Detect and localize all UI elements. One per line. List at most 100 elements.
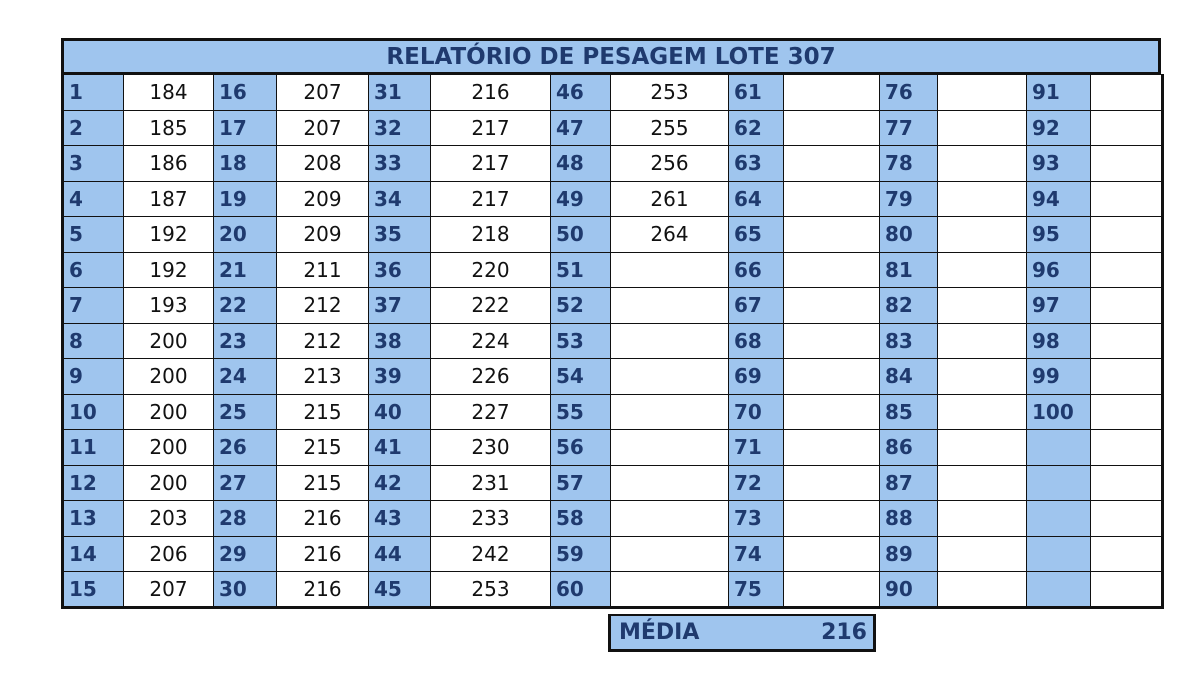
- weight-cell: [610, 500, 729, 537]
- weight-cell: 220: [430, 251, 551, 288]
- animal-id-cell: 94: [1026, 180, 1091, 217]
- weight-cell: 261: [610, 180, 729, 217]
- table-row: 1 184 16 207 31 216 46 253 61 76 91: [61, 74, 1164, 111]
- weight-cell: [783, 535, 880, 572]
- weight-cell: [783, 216, 880, 253]
- animal-id-cell: 13: [61, 500, 124, 537]
- weight-cell: [1090, 145, 1164, 182]
- animal-id-cell: [1026, 535, 1091, 572]
- weight-cell: [1090, 464, 1164, 501]
- animal-id-cell: 43: [368, 500, 431, 537]
- animal-id-cell: 73: [728, 500, 784, 537]
- weight-cell: [610, 535, 729, 572]
- weight-cell: [610, 393, 729, 430]
- animal-id-cell: 17: [213, 109, 277, 146]
- table-row: 4 187 19 209 34 217 49 261 64 79 94: [61, 180, 1164, 217]
- weight-cell: 207: [123, 571, 214, 609]
- average-box: MÉDIA 216: [608, 614, 876, 652]
- weight-cell: [783, 109, 880, 146]
- animal-id-cell: 62: [728, 109, 784, 146]
- weight-cell: 200: [123, 322, 214, 359]
- animal-id-cell: 92: [1026, 109, 1091, 146]
- animal-id-cell: 38: [368, 322, 431, 359]
- animal-id-cell: 86: [879, 429, 938, 466]
- animal-id-cell: 4: [61, 180, 124, 217]
- animal-id-cell: 55: [550, 393, 611, 430]
- animal-id-cell: [1026, 500, 1091, 537]
- weighing-report: RELATÓRIO DE PESAGEM LOTE 307 1 184 16 207 3…: [61, 38, 1164, 609]
- report-title: RELATÓRIO DE PESAGEM LOTE 307: [61, 38, 1161, 74]
- animal-id-cell: [1026, 464, 1091, 501]
- weight-cell: 212: [276, 322, 369, 359]
- animal-id-cell: 39: [368, 358, 431, 395]
- weight-cell: [937, 322, 1027, 359]
- weight-cell: 193: [123, 287, 214, 324]
- animal-id-cell: [1026, 571, 1091, 609]
- weight-cell: [1090, 429, 1164, 466]
- weight-cell: 192: [123, 216, 214, 253]
- animal-id-cell: 56: [550, 429, 611, 466]
- weight-cell: [783, 464, 880, 501]
- weight-cell: 192: [123, 251, 214, 288]
- weight-cell: [610, 429, 729, 466]
- animal-id-cell: 96: [1026, 251, 1091, 288]
- animal-id-cell: 34: [368, 180, 431, 217]
- animal-id-cell: 14: [61, 535, 124, 572]
- animal-id-cell: 54: [550, 358, 611, 395]
- animal-id-cell: 29: [213, 535, 277, 572]
- weight-cell: 253: [610, 74, 729, 111]
- animal-id-cell: 80: [879, 216, 938, 253]
- animal-id-cell: 79: [879, 180, 938, 217]
- animal-id-cell: 12: [61, 464, 124, 501]
- animal-id-cell: 10: [61, 393, 124, 430]
- average-value: 216: [821, 620, 867, 645]
- table-row: 12 200 27 215 42 231 57 72 87: [61, 464, 1164, 501]
- animal-id-cell: 2: [61, 109, 124, 146]
- animal-id-cell: 70: [728, 393, 784, 430]
- weight-cell: 208: [276, 145, 369, 182]
- animal-id-cell: 22: [213, 287, 277, 324]
- weight-cell: [783, 358, 880, 395]
- animal-id-cell: [1026, 429, 1091, 466]
- weight-cell: [937, 74, 1027, 111]
- table-row: 14 206 29 216 44 242 59 74 89: [61, 535, 1164, 572]
- weight-cell: 209: [276, 180, 369, 217]
- weight-cell: 203: [123, 500, 214, 537]
- animal-id-cell: 77: [879, 109, 938, 146]
- weight-cell: [937, 287, 1027, 324]
- weight-cell: [610, 571, 729, 609]
- animal-id-cell: 68: [728, 322, 784, 359]
- weight-cell: 215: [276, 393, 369, 430]
- animal-id-cell: 47: [550, 109, 611, 146]
- animal-id-cell: 93: [1026, 145, 1091, 182]
- animal-id-cell: 65: [728, 216, 784, 253]
- table-row: 2 185 17 207 32 217 47 255 62 77 92: [61, 109, 1164, 146]
- animal-id-cell: 3: [61, 145, 124, 182]
- weight-cell: [783, 287, 880, 324]
- weight-cell: [783, 74, 880, 111]
- animal-id-cell: 75: [728, 571, 784, 609]
- animal-id-cell: 95: [1026, 216, 1091, 253]
- weight-cell: 218: [430, 216, 551, 253]
- weight-cell: 226: [430, 358, 551, 395]
- animal-id-cell: 91: [1026, 74, 1091, 111]
- animal-id-cell: 98: [1026, 322, 1091, 359]
- table-row: 10 200 25 215 40 227 55 70 85 100: [61, 393, 1164, 430]
- weight-cell: 185: [123, 109, 214, 146]
- weight-cell: [1090, 393, 1164, 430]
- animal-id-cell: 40: [368, 393, 431, 430]
- animal-id-cell: 71: [728, 429, 784, 466]
- weight-cell: [937, 216, 1027, 253]
- weight-cell: [937, 251, 1027, 288]
- weight-cell: [937, 393, 1027, 430]
- animal-id-cell: 8: [61, 322, 124, 359]
- weight-cell: 216: [276, 535, 369, 572]
- animal-id-cell: 35: [368, 216, 431, 253]
- animal-id-cell: 27: [213, 464, 277, 501]
- weight-cell: [783, 145, 880, 182]
- weight-cell: [783, 393, 880, 430]
- animal-id-cell: 21: [213, 251, 277, 288]
- weight-cell: 216: [276, 571, 369, 609]
- weight-cell: 216: [430, 74, 551, 111]
- animal-id-cell: 48: [550, 145, 611, 182]
